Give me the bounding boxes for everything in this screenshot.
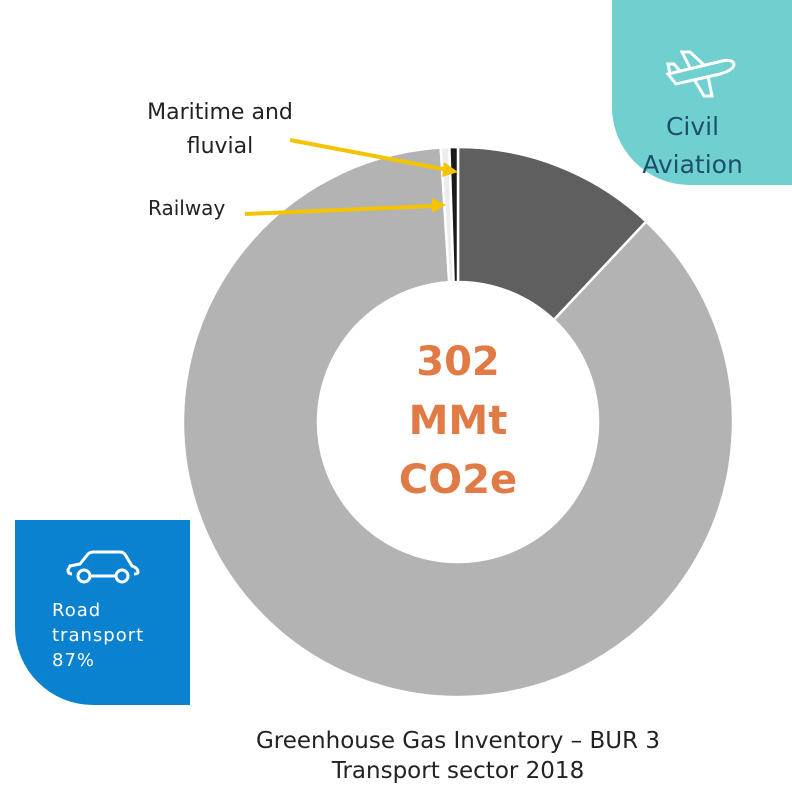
road-value: 87%: [52, 650, 96, 671]
railway-label: Railway: [148, 196, 226, 220]
arrow-head: [432, 198, 446, 213]
road-name: Road transport: [52, 600, 145, 646]
chart-title: Greenhouse Gas Inventory – BUR 3: [255, 728, 661, 754]
aviation-label: Civil Aviation: [642, 112, 743, 179]
road-label: Road transport 87%: [52, 598, 162, 673]
pointer-arrow: [244, 204, 436, 216]
arrow-head: [442, 162, 458, 177]
maritime-label: Maritime and fluvial: [147, 100, 293, 159]
slices: [181, 145, 735, 699]
chart-subtitle: Transport sector 2018: [331, 758, 585, 784]
road-badge: [15, 520, 190, 705]
donut-slice: [448, 145, 460, 284]
center-text: 302 MMt CO2e: [398, 339, 518, 503]
car-icon: [66, 550, 140, 584]
donut-slice: [181, 146, 735, 699]
pointer-arrow: [289, 138, 449, 172]
donut-slice: [456, 145, 649, 322]
plane-icon: [665, 50, 736, 98]
